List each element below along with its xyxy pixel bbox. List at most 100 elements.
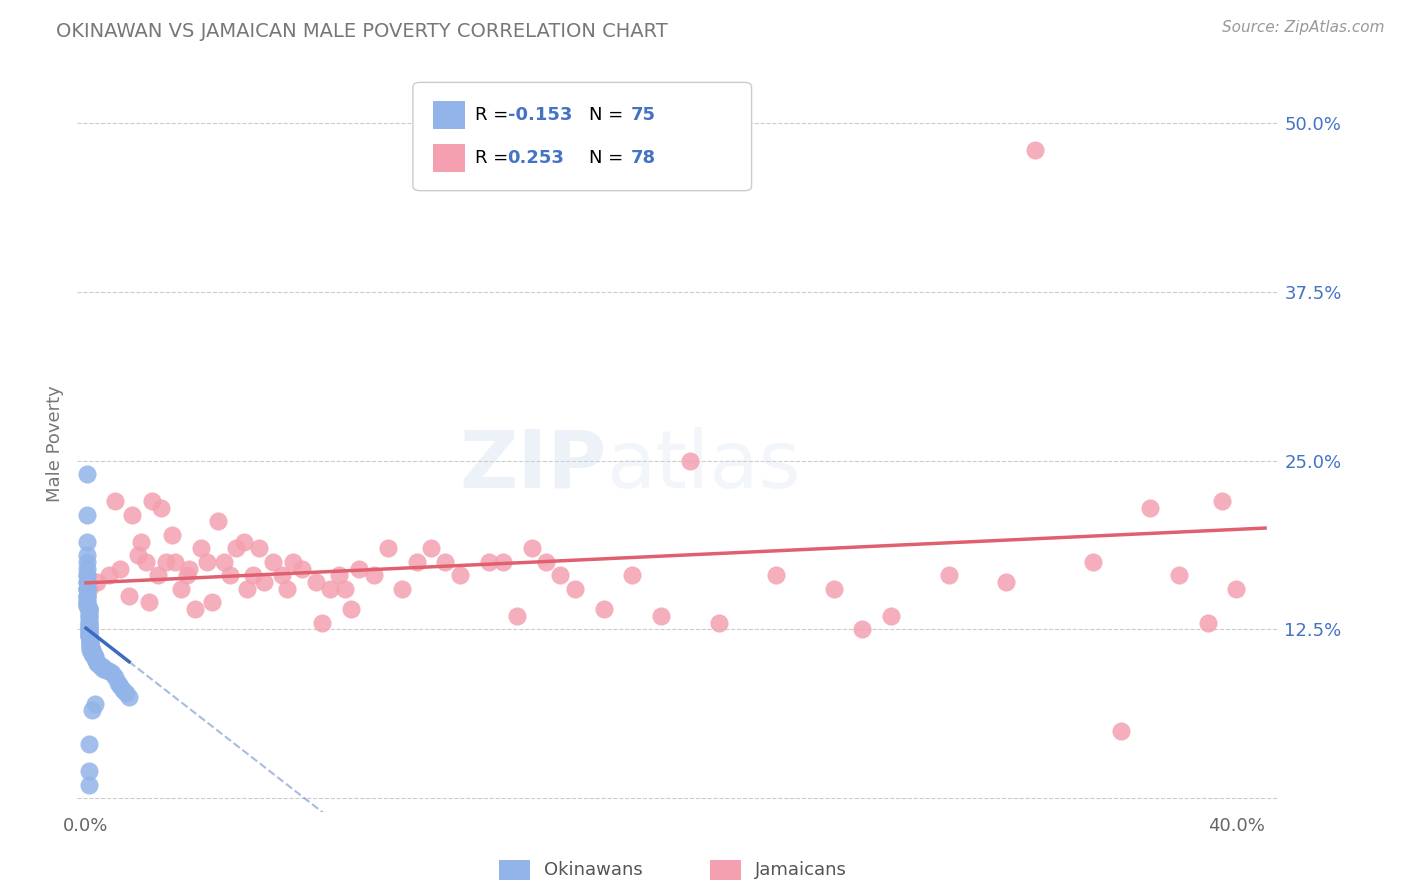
Point [995, 575, 1018, 590]
Point [135, 555, 157, 569]
Point [118, 690, 141, 704]
Point [564, 582, 586, 596]
Point [77, 764, 100, 779]
Point [79, 634, 101, 648]
Point [305, 575, 328, 590]
Point [76, 582, 98, 596]
Point [253, 575, 276, 590]
Point [550, 568, 572, 582]
Point [534, 555, 557, 569]
Point [77, 609, 100, 624]
Point [1225, 582, 1247, 596]
Point [76, 595, 98, 609]
Point [76, 555, 98, 569]
Point [347, 562, 370, 576]
Point [77, 618, 100, 632]
Point [478, 555, 501, 569]
Point [76, 534, 98, 549]
Point [270, 568, 292, 582]
Point [86, 575, 108, 590]
Point [76, 548, 98, 562]
Point [76, 508, 98, 522]
Point [83, 652, 105, 666]
Point [76, 589, 98, 603]
Point [190, 541, 212, 556]
Point [79, 640, 101, 654]
Point [242, 568, 264, 582]
Text: -0.153: -0.153 [508, 105, 572, 124]
Point [82, 648, 104, 662]
Point [162, 528, 183, 542]
Point [79, 632, 101, 646]
Text: N =: N = [589, 149, 628, 168]
Point [76, 562, 98, 576]
Point [165, 555, 187, 569]
Point [77, 629, 100, 643]
Point [1139, 500, 1161, 515]
Point [77, 624, 100, 638]
Point [77, 612, 100, 626]
Point [77, 778, 100, 792]
Point [291, 562, 314, 576]
Point [110, 562, 132, 576]
Point [77, 602, 100, 616]
Text: Source: ZipAtlas.com: Source: ZipAtlas.com [1222, 20, 1385, 35]
Point [1197, 615, 1219, 630]
Point [77, 602, 100, 616]
Point [77, 621, 100, 635]
Text: Okinawans: Okinawans [544, 861, 643, 879]
Point [592, 602, 614, 616]
Point [76, 599, 98, 614]
Point [76, 589, 98, 603]
Y-axis label: Male Poverty: Male Poverty [46, 385, 65, 502]
Point [679, 453, 702, 467]
Point [212, 555, 235, 569]
Point [218, 568, 240, 582]
Point [110, 679, 132, 693]
Point [236, 582, 259, 596]
Point [80, 642, 103, 657]
Point [141, 494, 163, 508]
Point [77, 623, 100, 637]
Point [89, 657, 111, 672]
Point [79, 636, 101, 650]
Point [938, 568, 960, 582]
Point [420, 541, 443, 556]
Point [77, 626, 100, 640]
Point [520, 541, 543, 556]
Point [621, 568, 644, 582]
Point [104, 494, 127, 508]
Text: R =: R = [475, 105, 515, 124]
Text: 75: 75 [631, 105, 657, 124]
Point [339, 602, 361, 616]
Point [98, 568, 120, 582]
Point [76, 582, 98, 596]
Point [77, 607, 100, 622]
Point [1211, 494, 1233, 508]
Point [104, 670, 127, 684]
Point [127, 548, 149, 562]
Point [76, 582, 98, 596]
Point [1081, 555, 1104, 569]
Text: ZIP: ZIP [458, 427, 606, 505]
Point [281, 555, 304, 569]
Text: Jamaicans: Jamaicans [755, 861, 846, 879]
Point [101, 665, 124, 680]
Point [77, 737, 100, 751]
Text: OKINAWAN VS JAMAICAN MALE POVERTY CORRELATION CHART: OKINAWAN VS JAMAICAN MALE POVERTY CORREL… [56, 22, 668, 41]
Point [76, 568, 98, 582]
Point [77, 615, 100, 630]
Text: R =: R = [475, 149, 520, 168]
Point [138, 595, 160, 609]
Point [83, 697, 105, 711]
Point [83, 649, 105, 664]
Point [77, 602, 100, 616]
Point [377, 541, 399, 556]
Point [201, 595, 224, 609]
Point [129, 534, 152, 549]
Point [207, 515, 229, 529]
Point [118, 589, 141, 603]
Point [434, 555, 457, 569]
Point [77, 582, 100, 596]
Point [176, 568, 198, 582]
